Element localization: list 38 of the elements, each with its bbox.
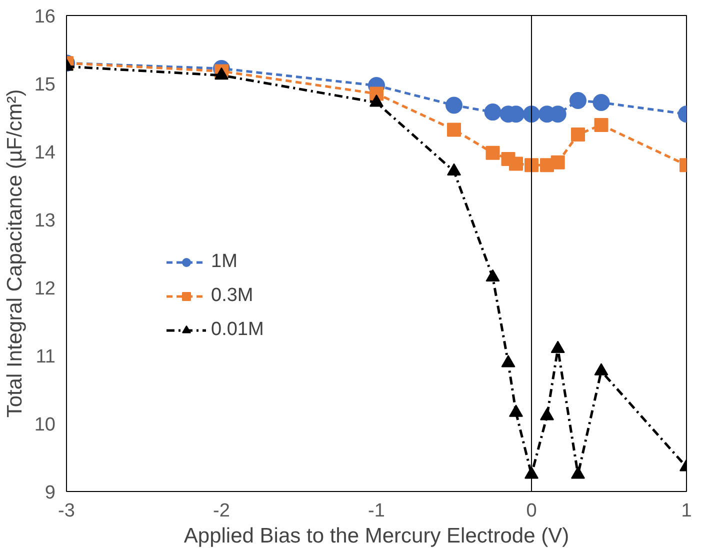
point [550, 155, 565, 170]
x-axis-title: Applied Bias to the Mercury Electrode (V) [184, 524, 570, 548]
point [509, 404, 523, 417]
y-tick-label: 16 [34, 6, 56, 28]
point [524, 466, 538, 479]
point [571, 128, 585, 142]
point [594, 118, 608, 132]
x-tick-label: -3 [58, 500, 75, 522]
point [571, 466, 585, 479]
legend-label: 0.01M [211, 319, 264, 341]
legend-label: 0.3M [211, 285, 254, 307]
y-tick-label: 15 [34, 74, 56, 96]
y-tick-label: 14 [34, 142, 56, 164]
point [523, 106, 540, 123]
point [540, 408, 554, 420]
x-tick-label: -1 [368, 500, 385, 522]
point [550, 340, 565, 353]
x-tick-label: 0 [526, 500, 537, 522]
point [486, 269, 500, 282]
y-tick-label: 12 [34, 278, 56, 300]
y-axis-title: Total Integral Capacitance (µF/cm²) [3, 89, 26, 418]
point [446, 96, 462, 114]
legend-label: 1M [211, 251, 238, 273]
point [484, 104, 502, 121]
point [592, 94, 610, 112]
y-tick-label: 13 [34, 210, 56, 232]
y-tick-label: 9 [44, 482, 56, 504]
y-tick-label: 10 [34, 414, 56, 436]
x-tick-label: -2 [213, 500, 230, 522]
point [524, 158, 538, 172]
point [509, 156, 523, 171]
point [486, 146, 500, 160]
point [501, 354, 516, 368]
point [594, 363, 608, 376]
point [570, 92, 586, 109]
x-tick-label: 1 [681, 500, 692, 522]
point [447, 122, 461, 137]
y-tick-label: 11 [36, 346, 56, 368]
